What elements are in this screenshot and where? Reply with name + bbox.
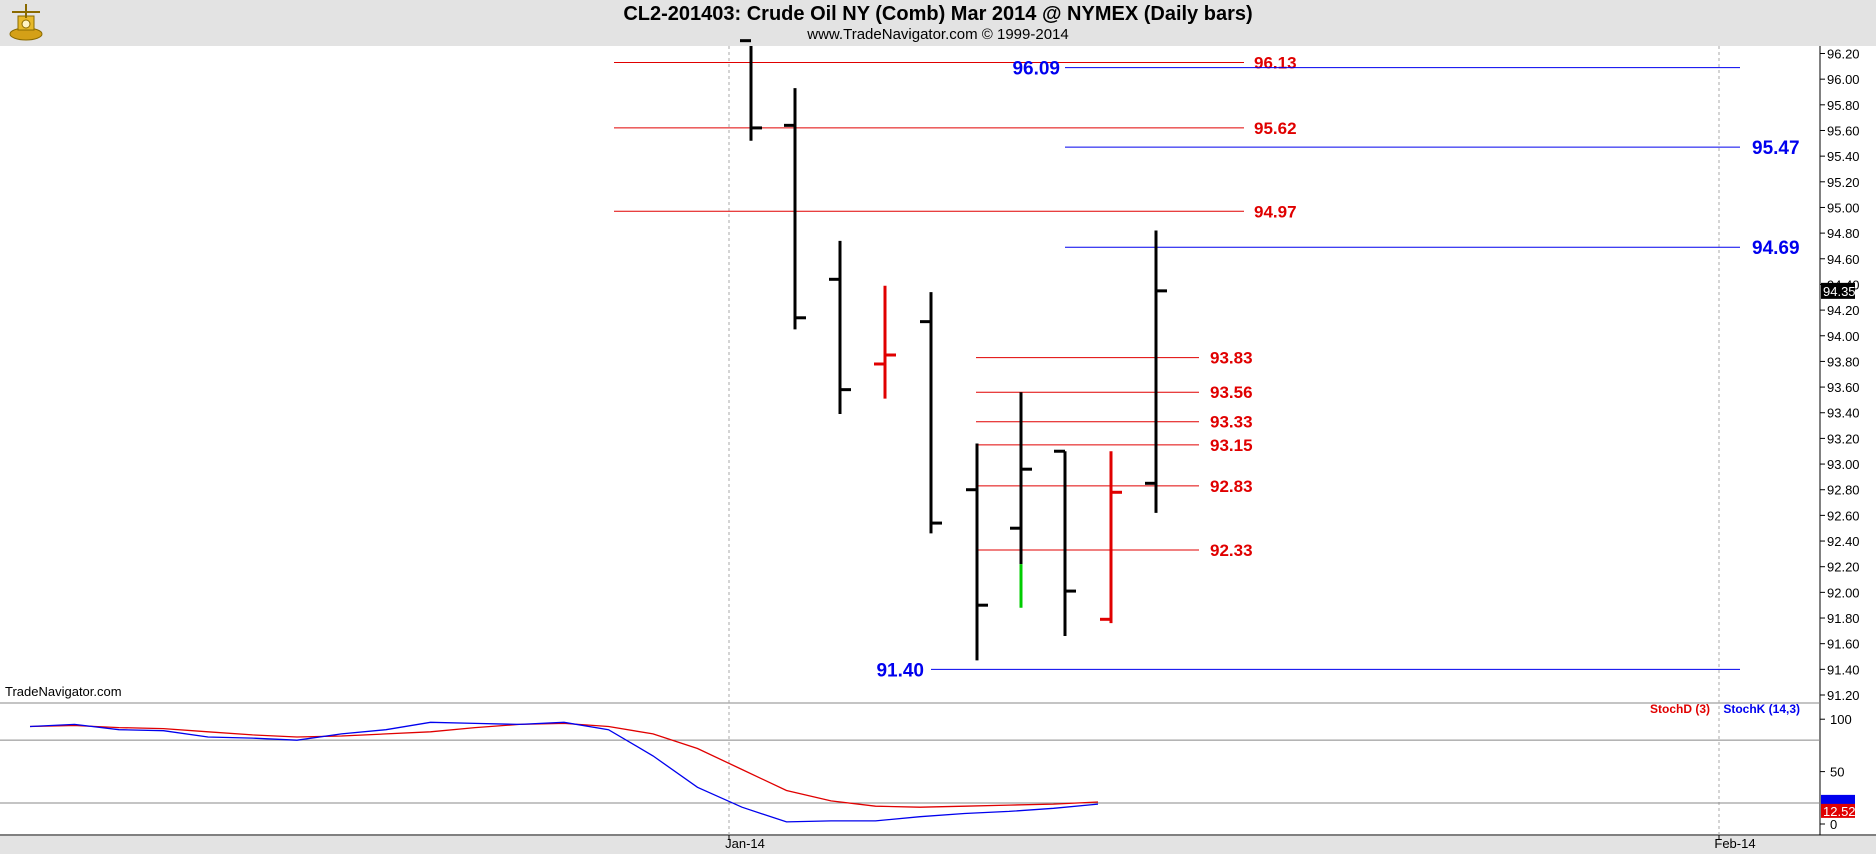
level-label-red: 95.62: [1254, 119, 1297, 138]
date-tick-label: Jan-14: [725, 836, 765, 851]
price-tick-label: 92.20: [1827, 560, 1860, 575]
price-tick-label: 92.00: [1827, 585, 1860, 600]
price-tick-label: 95.80: [1827, 98, 1860, 113]
stoch-k-line: [29, 721, 1099, 823]
stoch-tick-label: 50: [1830, 765, 1844, 780]
price-tick-label: 95.20: [1827, 175, 1860, 190]
level-label-blue: 95.47: [1752, 138, 1800, 159]
stoch-d-value-box: [1821, 803, 1855, 818]
price-tick-label: 92.60: [1827, 508, 1860, 523]
stoch-tick-label: 0: [1830, 817, 1837, 832]
price-tick-label: 93.40: [1827, 406, 1860, 421]
price-tick-label: 92.40: [1827, 534, 1860, 549]
chart-title: CL2-201403: Crude Oil NY (Comb) Mar 2014…: [623, 3, 1253, 25]
current-price-box: [1821, 282, 1855, 299]
price-tick-label: 94.80: [1827, 226, 1860, 241]
price-tick-label: 92.80: [1827, 483, 1860, 498]
chart-subtitle: www.TradeNavigator.com © 1999-2014: [807, 26, 1069, 43]
price-tick-label: 96.00: [1827, 72, 1860, 87]
level-label-red: 94.97: [1254, 202, 1297, 221]
level-label-blue: 94.69: [1752, 238, 1800, 259]
date-axis: Jan-14 Feb-14: [725, 835, 1756, 851]
legend-stoch-d: StochD (3): [1650, 702, 1710, 716]
price-tick-label: 95.00: [1827, 200, 1860, 215]
stoch-d-line: [29, 722, 1099, 808]
price-tick-label: 93.00: [1827, 457, 1860, 472]
price-tick-label: 94.60: [1827, 252, 1860, 267]
level-label-red: 93.56: [1210, 383, 1253, 402]
price-tick-label: 96.20: [1827, 47, 1860, 62]
current-price-label: 94.35: [1823, 284, 1856, 299]
price-tick-label: 94.00: [1827, 329, 1860, 344]
stochastic-panel: 100 50 0 StochD (3) StochK (14,3) 12.52: [0, 702, 1856, 832]
price-levels: 96.13 95.62 94.97 93.83 93.56 93.33 93.15 92.83…: [614, 53, 1800, 681]
price-tick-label: 95.40: [1827, 149, 1860, 164]
level-label-blue: 91.40: [876, 660, 924, 681]
price-tick-label: 91.60: [1827, 637, 1860, 652]
price-tick-label: 91.40: [1827, 662, 1860, 677]
stoch-current-value-label: 12.52: [1823, 804, 1856, 819]
chart-frame: [0, 46, 1876, 854]
level-label-red: 92.83: [1210, 477, 1253, 496]
price-axis: 96.20 96.00 95.80 95.60 95.40 95.20 95.00 94.80…: [1820, 47, 1860, 703]
date-tick-label: Feb-14: [1714, 836, 1755, 851]
stoch-tick-label: 100: [1830, 712, 1852, 727]
level-label-red: 93.15: [1210, 436, 1253, 455]
level-label-red: 96.13: [1254, 53, 1297, 72]
level-label-red: 93.83: [1210, 349, 1253, 368]
ohlc-bars: [740, 39, 1167, 661]
stoch-k-value-box: [1821, 794, 1855, 805]
price-tick-label: 91.80: [1827, 611, 1860, 626]
price-tick-label: 91.20: [1827, 688, 1860, 703]
level-label-blue: 96.09: [1012, 59, 1060, 80]
price-tick-label: 95.60: [1827, 123, 1860, 138]
price-tick-label: 94.20: [1827, 303, 1860, 318]
level-label-red: 93.33: [1210, 413, 1253, 432]
watermark-text: TradeNavigator.com: [5, 684, 122, 699]
price-tick-label: 93.20: [1827, 431, 1860, 446]
price-tick-label: 93.80: [1827, 354, 1860, 369]
date-axis-band: [0, 836, 1876, 854]
legend-stoch-k: StochK (14,3): [1723, 702, 1800, 716]
chart-header: CL2-201403: Crude Oil NY (Comb) Mar 2014…: [0, 0, 1876, 46]
level-label-red: 92.33: [1210, 541, 1253, 560]
price-tick-label: 93.60: [1827, 380, 1860, 395]
trade-navigator-logo-icon: [4, 2, 44, 42]
